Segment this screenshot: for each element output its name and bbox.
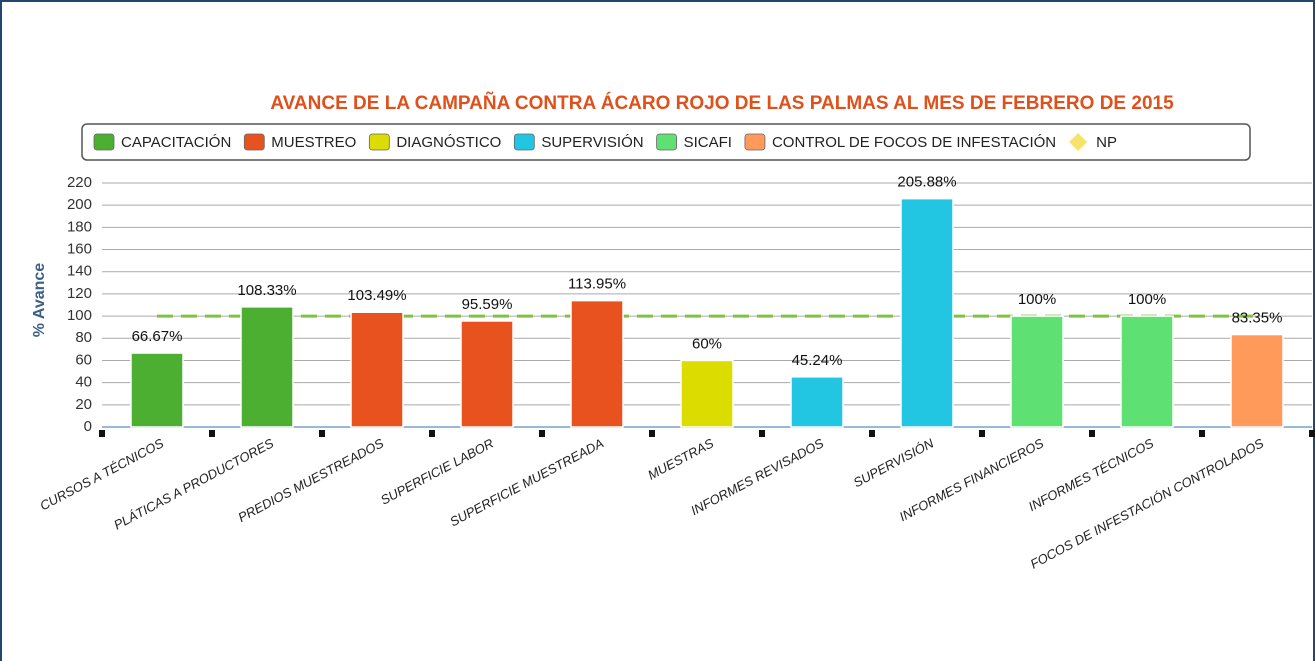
legend-swatch: [243, 133, 265, 151]
bar: [570, 299, 624, 428]
x-tick: [1199, 430, 1205, 437]
x-tick: [539, 430, 545, 437]
y-tick-label: 200: [67, 196, 92, 213]
bar: [1120, 315, 1174, 428]
chart-title: AVANCE DE LA CAMPAÑA CONTRA ÁCARO ROJO D…: [270, 92, 1174, 114]
value-label: 100%: [1018, 291, 1056, 308]
x-tick: [1309, 430, 1315, 437]
y-tick-label: 60: [75, 351, 92, 368]
y-axis-label: % Avance: [31, 263, 48, 338]
legend-label: DIAGNÓSTICO: [396, 134, 501, 151]
bar: [130, 352, 184, 428]
legend-swatch: [656, 133, 677, 151]
legend-label: CONTROL DE FOCOS DE INFESTACIÓN: [772, 134, 1056, 151]
value-label: 108.33%: [237, 282, 296, 299]
y-tick-label: 40: [75, 374, 92, 391]
x-tick: [979, 430, 985, 437]
value-label: 205.88%: [897, 174, 956, 191]
legend-label: NP: [1096, 134, 1117, 151]
x-tick: [1089, 430, 1095, 437]
y-tick-label: 80: [75, 329, 92, 346]
y-tick-label: 160: [67, 241, 92, 258]
value-label: 100%: [1128, 291, 1166, 308]
y-tick-label: 180: [67, 218, 92, 235]
value-label: 45.24%: [792, 352, 843, 369]
legend-label: SICAFI: [684, 134, 732, 151]
legend-swatch: [744, 133, 766, 151]
y-tick-label: 140: [67, 263, 92, 280]
x-tick: [209, 430, 215, 437]
legend-label: CAPACITACIÓN: [121, 134, 231, 151]
legend-swatch: [513, 133, 535, 151]
x-tick: [759, 430, 765, 437]
y-tick-label: 100: [67, 307, 92, 324]
y-tick-label: 0: [84, 418, 92, 435]
bar: [1010, 315, 1064, 428]
bar: [460, 320, 514, 428]
legend-swatch: [93, 133, 115, 151]
x-tick: [429, 430, 435, 437]
bar: [900, 197, 954, 428]
x-tick: [869, 430, 875, 437]
legend-label: SUPERVISIÓN: [541, 134, 643, 151]
legend-marker: [1069, 133, 1088, 151]
x-tick: [319, 430, 325, 437]
value-label: 113.95%: [568, 276, 626, 293]
x-tick: [99, 430, 105, 437]
legend-swatch: [368, 133, 390, 151]
y-tick-label: 220: [67, 174, 92, 191]
value-label: 60%: [692, 335, 722, 352]
bar: [790, 376, 844, 428]
bar: [350, 311, 404, 428]
x-tick: [649, 430, 655, 437]
y-tick-label: 20: [75, 396, 92, 413]
bar: [680, 359, 734, 428]
bar: [240, 306, 294, 428]
value-label: 66.67%: [132, 328, 183, 345]
y-tick-label: 120: [67, 285, 92, 302]
value-label: 83.35%: [1232, 310, 1283, 327]
value-label: 95.59%: [462, 296, 513, 313]
value-label: 103.49%: [347, 287, 406, 304]
bar: [1230, 333, 1284, 428]
legend-label: MUESTREO: [271, 134, 356, 151]
